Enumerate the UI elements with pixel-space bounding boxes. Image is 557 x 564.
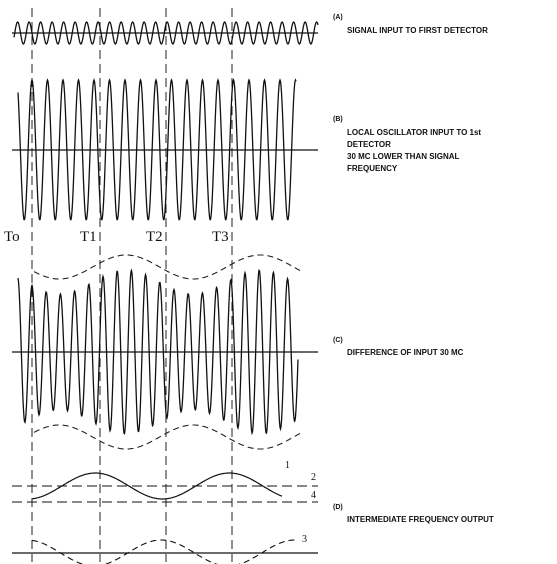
panel-d-label: (D) INTERMEDIATE FREQUENCY OUTPUT — [333, 504, 494, 524]
time-marker-t0: To — [4, 229, 20, 245]
panel-a-tag: (A) — [333, 14, 343, 21]
if-output-curve-1 — [31, 472, 283, 500]
panel-c-line-1: DIFFERENCE OF INPUT 30 MC — [347, 348, 464, 357]
lower-envelope — [33, 424, 301, 450]
panel-b-label: (B) LOCAL OSCILLATOR INPUT TO 1st DETECT… — [333, 116, 481, 173]
curve-number-4: 4 — [311, 490, 316, 501]
time-marker-t2: T2 — [146, 229, 163, 245]
panel-a-line-1: SIGNAL INPUT TO FIRST DETECTOR — [347, 26, 488, 35]
panel-b-line-1: LOCAL OSCILLATOR INPUT TO 1st — [347, 128, 481, 137]
difference-waveform — [17, 268, 299, 436]
panel-d-tag: (D) — [333, 504, 343, 511]
panel-d-line-1: INTERMEDIATE FREQUENCY OUTPUT — [347, 515, 494, 524]
panel-c-label: (C) DIFFERENCE OF INPUT 30 MC — [333, 337, 464, 357]
curve-number-1: 1 — [285, 460, 290, 471]
axes — [12, 32, 318, 554]
curve-number-2: 2 — [311, 472, 316, 483]
local-oscillator-waveform — [17, 78, 297, 221]
panel-b-line-4: FREQUENCY — [347, 164, 398, 173]
time-marker-t3: T3 — [212, 229, 229, 245]
signal-input-waveform — [13, 21, 319, 45]
panel-a-label: (A) SIGNAL INPUT TO FIRST DETECTOR — [333, 14, 488, 35]
upper-envelope — [33, 254, 301, 280]
if-output-curve-3 — [31, 539, 298, 564]
curve-number-3: 3 — [302, 534, 307, 545]
panel-b-line-2: DETECTOR — [347, 140, 391, 149]
time-marker-t1: T1 — [80, 229, 97, 245]
panel-c-tag: (C) — [333, 337, 343, 344]
panel-b-tag: (B) — [333, 116, 343, 123]
panel-b-line-3: 30 MC LOWER THAN SIGNAL — [347, 152, 460, 161]
